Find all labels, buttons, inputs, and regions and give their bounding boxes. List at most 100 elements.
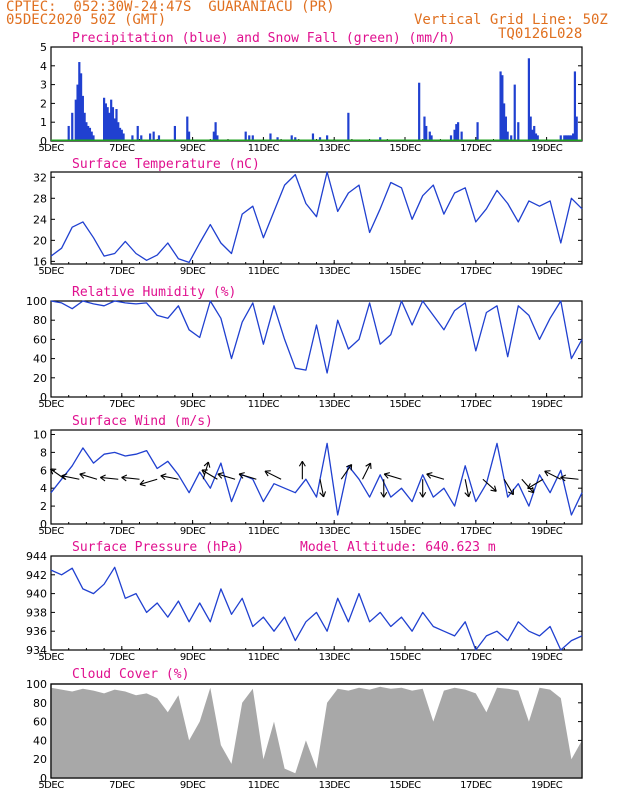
temperature-xtick-label: 13DEC [319, 266, 351, 277]
precip-ytick-label: 1 [40, 116, 47, 129]
precip-bar [311, 133, 315, 141]
cloud-ytick-label: 0 [40, 772, 47, 785]
wind-arrow [217, 472, 236, 480]
precip-bar [379, 137, 382, 141]
precip-bar [430, 135, 433, 141]
temperature-xtick-label: 7DEC [109, 266, 135, 277]
cloud-panel: Cloud Cover (%) 0 20 40 60 80 100 5DEC 7DEC 9DEC 1… [26, 667, 583, 791]
wind-arrow [160, 473, 179, 481]
precip-bar [88, 127, 92, 141]
precip-bar [149, 133, 152, 141]
wind-ytick-label: 4 [40, 482, 47, 495]
cloud-xtick-label: 11DEC [248, 780, 280, 791]
temperature-panel: Surface Temperature (nC) 16 20 24 28 32 5DEC 7D… [33, 157, 583, 277]
humidity-xtick-label: 19DEC [531, 399, 563, 410]
precip-bar [501, 75, 504, 141]
precip-bar [110, 99, 113, 141]
precip-bar [113, 118, 116, 141]
humidity-xtick-label: 17DEC [460, 399, 492, 410]
precip-ytick-label: 0 [40, 135, 47, 148]
humidity-ytick-label: 60 [33, 333, 47, 346]
precip-bar [74, 99, 77, 141]
precip-bar [111, 107, 115, 141]
precip-bar [78, 62, 81, 141]
precip-bar [131, 135, 134, 141]
precip-bar [108, 112, 111, 141]
precip-bar [568, 135, 571, 141]
pressure-xtick-label: 13DEC [319, 652, 351, 663]
precip-bar [566, 135, 569, 141]
pressure-ytick-label: 934 [26, 644, 47, 657]
wind-arrow [298, 460, 306, 480]
pressure-xtick-label: 19DEC [531, 652, 563, 663]
precip-bar [104, 103, 107, 141]
precip-bar [269, 133, 272, 141]
pressure-ytick-label: 944 [26, 550, 47, 563]
wind-arrow [544, 470, 562, 480]
wind-xtick-label: 9DEC [180, 526, 206, 537]
wind-arrow [426, 472, 445, 480]
precip-bar [173, 125, 176, 141]
wind-arrow [49, 468, 66, 480]
wind-xtick-label: 11DEC [248, 526, 280, 537]
cloud-xtick-label: 5DEC [38, 780, 64, 791]
wind-arrow [139, 478, 158, 487]
precip-bar [120, 129, 123, 141]
precip-bar [418, 82, 421, 141]
precip-bar [122, 133, 125, 141]
precip-bar [559, 135, 562, 141]
temperature-ytick-label: 28 [33, 192, 47, 205]
precip-bar [527, 58, 530, 141]
temperature-frame [50, 171, 583, 265]
precip-ytick-label: 5 [40, 41, 47, 54]
humidity-ytick-label: 40 [33, 353, 47, 366]
temperature-ytick-label: 20 [33, 234, 47, 247]
wind-arrow [482, 478, 497, 492]
wind-arrow [380, 479, 388, 498]
precip-bar [157, 135, 161, 141]
precip-bar [244, 131, 247, 141]
header-line2-left: 05DEC2020 50Z (GMT) [6, 12, 167, 28]
precip-bar [186, 116, 189, 141]
precip-bar [81, 95, 84, 141]
wind-series-line [50, 442, 583, 516]
humidity-ytick-label: 80 [33, 314, 47, 327]
pressure-panel: Surface Pressure (hPa) Model Altitude: 64… [26, 540, 583, 663]
humidity-xtick-label: 13DEC [319, 399, 351, 410]
pressure-xtick-label: 7DEC [109, 652, 135, 663]
precip-bar [499, 71, 502, 141]
humidity-xtick-label: 5DEC [38, 399, 64, 410]
temperature-xtick-label: 9DEC [180, 266, 206, 277]
precip-xtick-label: 9DEC [180, 143, 206, 154]
precip-bar [106, 107, 109, 141]
precip-bar [517, 122, 520, 141]
humidity-xtick-label: 9DEC [180, 399, 206, 410]
precip-bar [290, 135, 293, 141]
precip-bar [428, 131, 431, 141]
humidity-series-line [50, 300, 583, 374]
wind-arrow [121, 474, 140, 482]
precip-bar [79, 73, 83, 141]
cloud-xtick-label: 13DEC [319, 780, 351, 791]
precip-bar [118, 127, 122, 141]
precip-bar [536, 135, 539, 141]
pressure-ytick-label: 936 [26, 625, 47, 638]
precip-bar [212, 131, 215, 141]
precip-bar [87, 125, 90, 141]
precip-bar [455, 124, 458, 141]
cloud-xtick-label: 19DEC [531, 780, 563, 791]
cloud-cover-area [51, 686, 582, 778]
wind-arrow [201, 469, 218, 480]
precip-xtick-label: 15DEC [389, 143, 421, 154]
wind-title: Surface Wind (m/s) [72, 414, 213, 429]
temperature-xtick-label: 15DEC [389, 266, 421, 277]
cloud-ytick-label: 60 [33, 716, 47, 729]
wind-arrow [503, 478, 514, 496]
precip-bar [572, 133, 575, 141]
precip-bar [76, 84, 79, 141]
temperature-xtick-label: 5DEC [38, 266, 64, 277]
cloud-xtick-label: 15DEC [389, 780, 421, 791]
temperature-xtick-label: 11DEC [248, 266, 280, 277]
wind-arrow [383, 472, 402, 480]
humidity-panel: Relative Humidity (%) 0 20 40 60 80 100 5DEC 7DE… [26, 285, 583, 410]
